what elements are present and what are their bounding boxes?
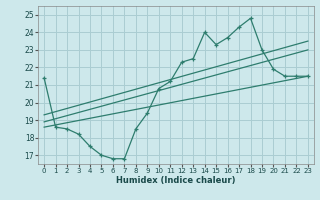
X-axis label: Humidex (Indice chaleur): Humidex (Indice chaleur) [116,176,236,185]
